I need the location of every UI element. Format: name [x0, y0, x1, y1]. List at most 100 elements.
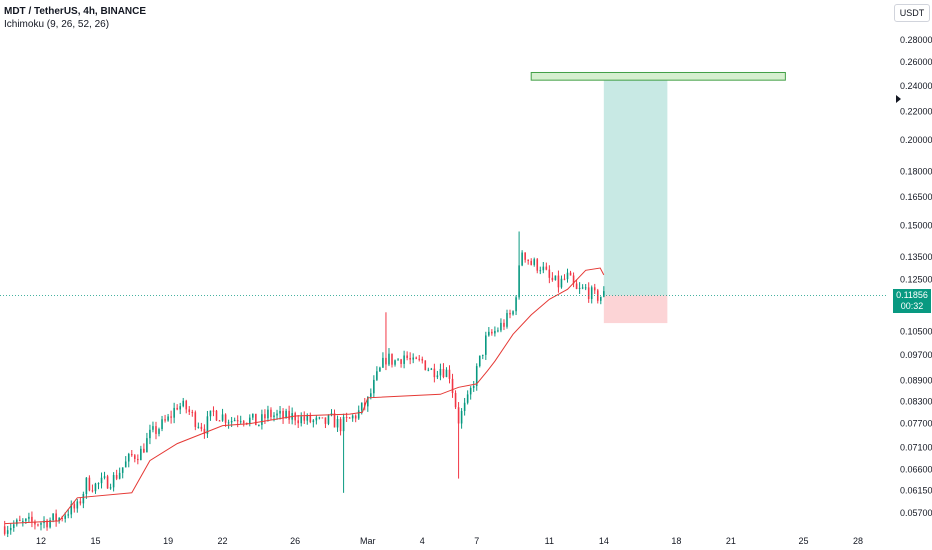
candle-body [557, 275, 560, 288]
candle-body [230, 420, 233, 423]
currency-button[interactable]: USDT [894, 4, 930, 22]
candle-body [270, 409, 272, 418]
candle-body [457, 407, 460, 424]
candle [442, 363, 445, 379]
candle [406, 351, 408, 361]
candle [185, 399, 188, 414]
candle-body [22, 520, 24, 522]
candle [85, 477, 88, 499]
candle-body [236, 420, 239, 422]
candle-body [533, 259, 536, 265]
candle [536, 257, 539, 274]
candle [55, 509, 57, 527]
candle [64, 512, 67, 523]
candle [309, 412, 312, 424]
candle-body [242, 421, 245, 423]
candle-body [603, 291, 605, 297]
candle-body [106, 476, 109, 489]
candle-body [3, 526, 6, 534]
candle-body [28, 516, 30, 519]
candle [236, 415, 239, 428]
candle-body [382, 357, 384, 368]
candle-body [273, 415, 275, 418]
candle [297, 415, 300, 429]
candle [554, 275, 557, 281]
price-tick-label: 0.13500 [900, 252, 932, 262]
candle-body [367, 396, 369, 407]
candle [270, 407, 272, 420]
candle [494, 326, 496, 337]
candle [451, 373, 454, 398]
candle-body [527, 259, 529, 261]
candle-body [551, 277, 554, 281]
time-tick-label: 12 [36, 536, 46, 546]
candle [242, 419, 245, 427]
candle-body [385, 357, 387, 365]
candle [158, 427, 160, 437]
candle [140, 445, 142, 461]
candle [539, 266, 542, 275]
candle-body [575, 283, 578, 289]
candle-body [427, 369, 430, 371]
candle-body [439, 368, 442, 376]
price-tick-label: 0.26000 [900, 57, 932, 67]
candle-body [481, 354, 484, 356]
candle [569, 270, 572, 276]
candle-body [500, 322, 502, 331]
candle-body [333, 413, 336, 428]
candle-body [460, 411, 463, 424]
price-tick-label: 0.09700 [900, 350, 932, 360]
candle-body [324, 417, 327, 424]
candle [19, 515, 21, 522]
candle-body [167, 416, 169, 421]
candle [439, 363, 442, 381]
time-tick-label: 7 [474, 536, 479, 546]
ichimoku-kijun-line [4, 267, 605, 525]
candle-body [418, 358, 421, 360]
price-tick-label: 0.07700 [900, 419, 932, 429]
candle-body [506, 313, 508, 327]
candle [321, 417, 324, 419]
candle-body [158, 429, 160, 434]
candle-body [124, 461, 127, 468]
price-tick-label: 0.20000 [900, 135, 932, 145]
price-tick-label: 0.24000 [900, 81, 932, 91]
candle [82, 491, 85, 509]
time-axis[interactable]: 12 15 19 22 26 Mar 4 7 11 14 18 21 25 28 [36, 536, 863, 546]
candle [127, 452, 130, 468]
candle [227, 419, 230, 429]
candle-body [430, 368, 433, 370]
candle [563, 274, 566, 281]
candle [106, 474, 109, 489]
candle [9, 523, 12, 535]
candle [415, 356, 418, 360]
scroll-marker-icon [896, 95, 901, 103]
price-tick-label: 0.07100 [900, 443, 932, 453]
price-tick-label: 0.06600 [900, 464, 932, 474]
candle [463, 397, 466, 416]
long-position-tool[interactable] [530, 71, 786, 324]
candle-body [261, 414, 263, 425]
price-axis[interactable]: 0.28000 0.26000 0.24000 0.22000 0.20000 0.180… [900, 35, 932, 518]
time-tick-label: 25 [799, 536, 809, 546]
candle-body [46, 520, 48, 528]
candle-body [221, 414, 224, 421]
candle-body [584, 287, 587, 289]
candle [318, 416, 321, 420]
candle-body [397, 359, 399, 361]
candle-body [466, 394, 469, 403]
candle [155, 421, 157, 440]
candle [327, 414, 330, 426]
candle-body [85, 477, 88, 494]
indicator-legend[interactable]: Ichimoku (9, 26, 52, 26) [4, 19, 110, 30]
candle-body [76, 501, 79, 509]
candle-body [191, 411, 194, 413]
candle-body [569, 272, 572, 276]
candle [388, 348, 390, 367]
candle [79, 497, 82, 506]
candle-body [194, 412, 197, 427]
candle-body [19, 519, 21, 521]
candle-body [149, 429, 151, 439]
candle [194, 410, 197, 431]
